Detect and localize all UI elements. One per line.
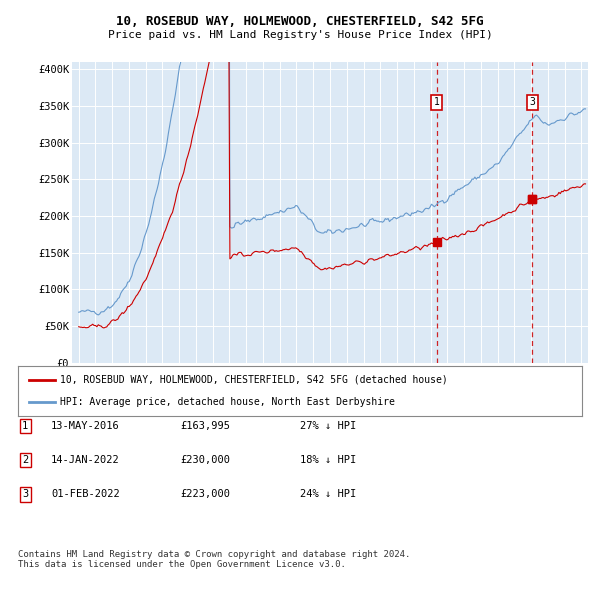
Text: 1: 1: [22, 421, 28, 431]
Text: 24% ↓ HPI: 24% ↓ HPI: [300, 490, 356, 499]
Text: 18% ↓ HPI: 18% ↓ HPI: [300, 455, 356, 465]
Text: 3: 3: [529, 97, 535, 107]
Text: 13-MAY-2016: 13-MAY-2016: [51, 421, 120, 431]
Text: Contains HM Land Registry data © Crown copyright and database right 2024.
This d: Contains HM Land Registry data © Crown c…: [18, 550, 410, 569]
Text: 27% ↓ HPI: 27% ↓ HPI: [300, 421, 356, 431]
Text: £223,000: £223,000: [180, 490, 230, 499]
Text: Price paid vs. HM Land Registry's House Price Index (HPI): Price paid vs. HM Land Registry's House …: [107, 30, 493, 40]
Text: 1: 1: [434, 97, 440, 107]
Text: 10, ROSEBUD WAY, HOLMEWOOD, CHESTERFIELD, S42 5FG: 10, ROSEBUD WAY, HOLMEWOOD, CHESTERFIELD…: [116, 15, 484, 28]
Text: 14-JAN-2022: 14-JAN-2022: [51, 455, 120, 465]
Text: HPI: Average price, detached house, North East Derbyshire: HPI: Average price, detached house, Nort…: [60, 397, 395, 407]
Text: 01-FEB-2022: 01-FEB-2022: [51, 490, 120, 499]
Text: £163,995: £163,995: [180, 421, 230, 431]
Text: 3: 3: [22, 490, 28, 499]
Text: £230,000: £230,000: [180, 455, 230, 465]
Text: 10, ROSEBUD WAY, HOLMEWOOD, CHESTERFIELD, S42 5FG (detached house): 10, ROSEBUD WAY, HOLMEWOOD, CHESTERFIELD…: [60, 375, 448, 385]
Text: 2: 2: [22, 455, 28, 465]
